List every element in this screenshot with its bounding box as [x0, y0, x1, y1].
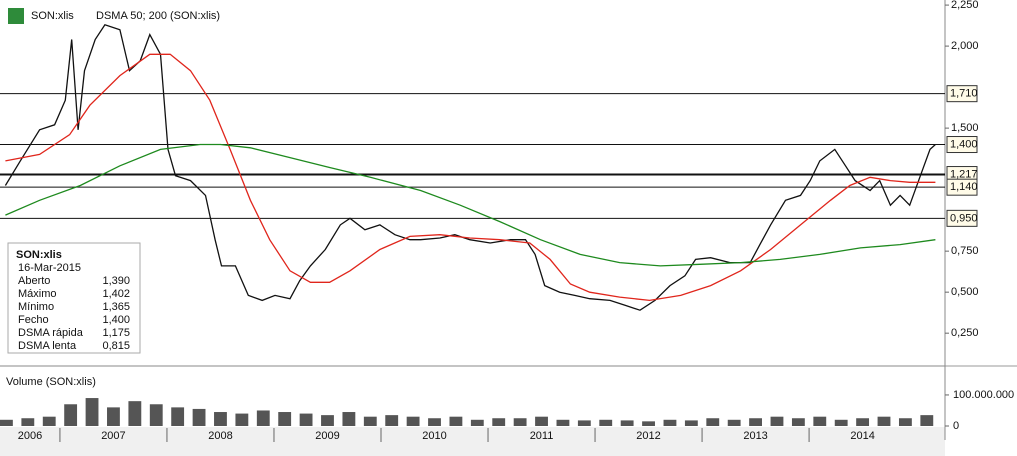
- info-date: 16-Mar-2015: [18, 262, 81, 274]
- volume-bar: [599, 419, 613, 426]
- level-box: [946, 85, 978, 103]
- info-value: 1,175: [102, 327, 130, 339]
- volume-bar: [363, 416, 377, 426]
- volume-bar: [42, 416, 56, 426]
- info-label: Aberto: [18, 275, 50, 287]
- info-value: 1,365: [102, 301, 130, 313]
- volume-bar: [513, 418, 527, 426]
- volume-bar: [449, 416, 463, 426]
- volume-bar: [920, 415, 934, 426]
- eq-icon[interactable]: [8, 8, 24, 24]
- x-tick-label: 2013: [743, 430, 767, 442]
- info-value: 1,390: [102, 275, 130, 287]
- x-tick-label: 2008: [208, 430, 232, 442]
- volume-bar: [321, 415, 334, 426]
- volume-bar: [727, 419, 741, 426]
- info-label: Máximo: [18, 288, 57, 300]
- info-label: DSMA lenta: [18, 340, 77, 352]
- info-value: 1,400: [102, 314, 130, 326]
- volume-bar: [342, 412, 356, 426]
- chart-title: SON:xlis: [31, 10, 74, 22]
- volume-bar: [749, 418, 762, 426]
- level-label: 1,217: [950, 168, 978, 180]
- volume-bar: [21, 418, 35, 426]
- volume-bar: [107, 407, 120, 426]
- volume-bar: [85, 398, 99, 426]
- level-label: 1,710: [950, 88, 978, 100]
- volume-tick-label: 0: [953, 420, 959, 432]
- level-label: 0,950: [950, 212, 978, 224]
- info-value: 0,815: [102, 340, 130, 352]
- x-tick-label: 2009: [315, 430, 339, 442]
- volume-tick-label: 100.000.000: [953, 389, 1014, 401]
- volume-bar: [620, 420, 634, 426]
- volume-bar: [192, 408, 206, 426]
- volume-bar: [684, 420, 698, 426]
- volume-bar: [406, 416, 420, 426]
- volume-bar: [770, 416, 784, 426]
- x-tick-label: 2014: [850, 430, 874, 442]
- volume-bar: [470, 419, 484, 426]
- y-tick-label: 2,000: [951, 40, 979, 52]
- volume-bar: [149, 404, 163, 426]
- volume-bar: [898, 418, 912, 426]
- volume-panel: [0, 367, 945, 427]
- info-label: Fecho: [18, 314, 49, 326]
- volume-bar: [834, 419, 848, 426]
- volume-bar: [64, 404, 78, 426]
- volume-bar: [278, 412, 292, 426]
- x-tick-label: 2012: [636, 430, 660, 442]
- level-box: [946, 209, 978, 227]
- volume-bar: [235, 413, 249, 426]
- indicator-title: DSMA 50; 200 (SON:xlis): [96, 10, 220, 22]
- volume-bar: [299, 413, 313, 426]
- volume-bar: [813, 416, 827, 426]
- y-tick-label: 1,500: [951, 122, 979, 134]
- volume-bar: [663, 419, 677, 426]
- x-tick-label: 2006: [18, 430, 42, 442]
- info-label: Mínimo: [18, 301, 54, 313]
- price-line: [4, 24, 936, 311]
- info-title: SON:xlis: [16, 249, 62, 261]
- volume-bar: [556, 419, 570, 426]
- y-tick-label: 2,250: [951, 0, 979, 11]
- volume-bar: [428, 418, 441, 426]
- volume-bar: [0, 419, 13, 426]
- volume-bar: [535, 416, 548, 426]
- x-tick-label: 2007: [101, 430, 125, 442]
- volume-bar: [492, 418, 506, 426]
- volume-title: Volume (SON:xlis): [6, 376, 96, 388]
- level-label: 1,140: [950, 181, 978, 193]
- volume-bar: [256, 410, 270, 426]
- volume-bar: [791, 418, 805, 426]
- info-box: [7, 242, 141, 354]
- info-label: DSMA rápida: [18, 327, 84, 339]
- y-tick-label: 0,500: [951, 286, 979, 298]
- x-tick-label: 2010: [422, 430, 446, 442]
- level-box: [946, 136, 978, 154]
- volume-bar: [642, 421, 655, 426]
- price-line: [5, 143, 936, 267]
- y-tick-label: 0,250: [951, 327, 979, 339]
- x-tick-label: 2011: [530, 430, 554, 442]
- level-box: [946, 178, 978, 196]
- volume-bar: [171, 407, 185, 426]
- volume-bar: [577, 420, 591, 426]
- volume-bar: [706, 418, 720, 426]
- level-label: 1,400: [950, 138, 978, 150]
- volume-bar: [214, 412, 227, 426]
- volume-bar: [856, 418, 870, 426]
- volume-bar: [128, 401, 142, 426]
- price-line: [5, 53, 936, 302]
- y-tick-label: 0,750: [951, 245, 979, 257]
- price-panel: [0, 0, 945, 365]
- volume-bar: [877, 416, 891, 426]
- info-value: 1,402: [102, 288, 130, 300]
- volume-bar: [385, 415, 399, 426]
- axis-area: [945, 0, 1017, 456]
